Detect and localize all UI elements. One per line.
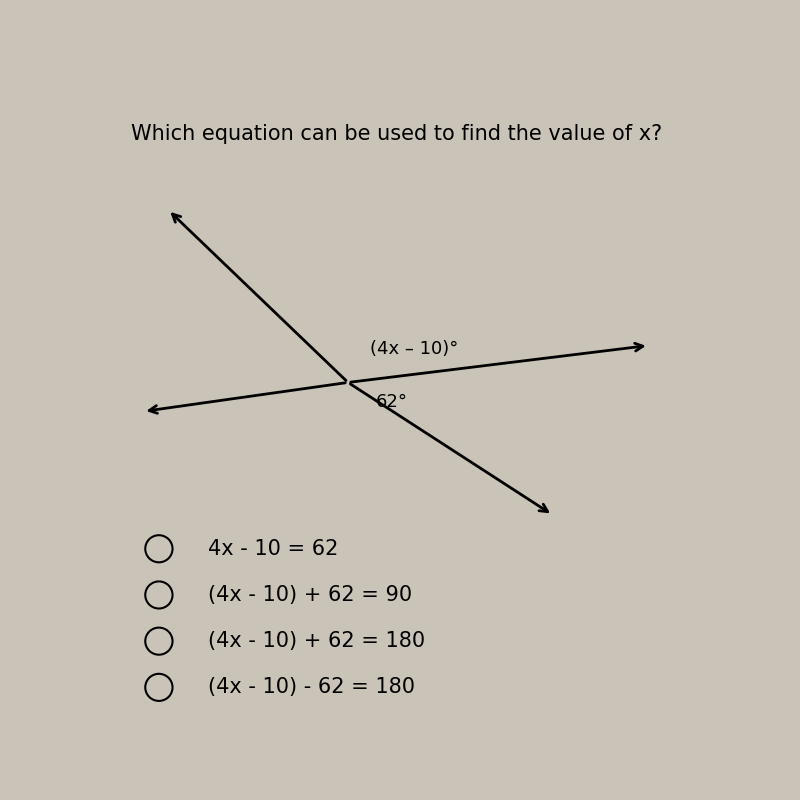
Text: (4x - 10) - 62 = 180: (4x - 10) - 62 = 180: [209, 678, 415, 698]
Text: (4x - 10) + 62 = 180: (4x - 10) + 62 = 180: [209, 631, 426, 651]
Text: (4x – 10)°: (4x – 10)°: [370, 340, 458, 358]
Text: Which equation can be used to find the value of x?: Which equation can be used to find the v…: [131, 124, 662, 144]
Text: 4x - 10 = 62: 4x - 10 = 62: [209, 538, 339, 558]
Text: (4x - 10) + 62 = 90: (4x - 10) + 62 = 90: [209, 585, 413, 605]
Text: 62°: 62°: [376, 393, 408, 411]
